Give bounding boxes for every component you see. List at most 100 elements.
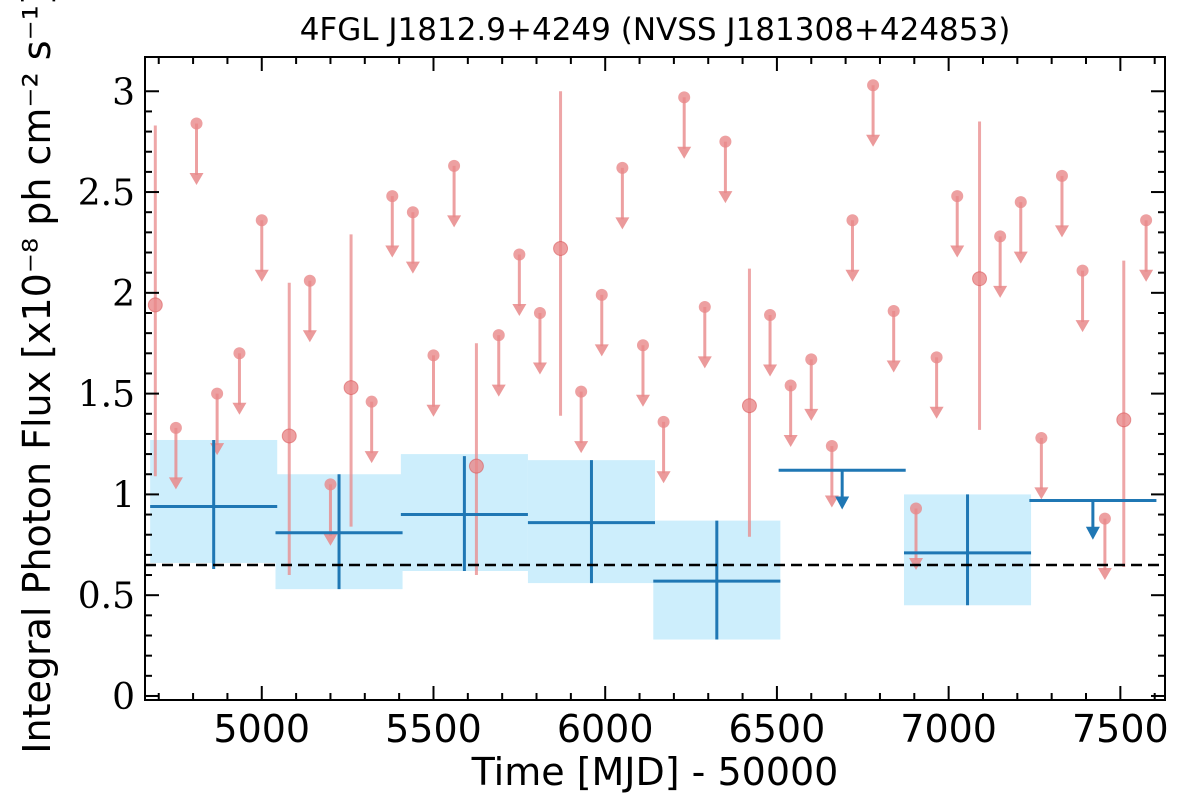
short-bin-detection bbox=[972, 121, 988, 430]
short-bin-detection bbox=[281, 282, 297, 576]
down-arrow bbox=[615, 217, 630, 230]
data-point bbox=[972, 271, 988, 287]
down-arrow bbox=[845, 269, 860, 282]
down-arrow bbox=[950, 245, 965, 258]
short-bin-upper-limit bbox=[594, 288, 609, 357]
down-arrow bbox=[405, 261, 420, 274]
short-bin-upper-limit bbox=[718, 135, 733, 204]
long-bin-detection bbox=[150, 439, 278, 569]
short-bin-upper-limit bbox=[574, 385, 589, 454]
upper-limit-point bbox=[825, 440, 838, 453]
short-bin-upper-limit bbox=[512, 248, 527, 317]
down-arrow bbox=[993, 285, 1008, 298]
upper-limit-point bbox=[427, 349, 440, 362]
short-bin-upper-limit bbox=[783, 379, 798, 448]
down-arrow bbox=[1097, 568, 1112, 581]
down-arrow bbox=[232, 402, 247, 415]
y-tick-label: 1.5 bbox=[78, 375, 135, 416]
upper-limit-point bbox=[719, 135, 732, 148]
short-bin-upper-limit bbox=[189, 117, 204, 185]
upper-limit-point bbox=[784, 379, 797, 392]
down-arrow bbox=[1075, 320, 1090, 333]
upper-limit-point bbox=[595, 288, 608, 301]
short-bin-upper-limit bbox=[993, 230, 1008, 298]
down-arrow bbox=[886, 360, 901, 373]
upper-limit-point bbox=[492, 329, 505, 342]
upper-limit-point bbox=[951, 190, 964, 203]
down-arrow bbox=[532, 362, 547, 375]
down-arrow bbox=[426, 404, 441, 417]
y-tick-label: 0 bbox=[112, 677, 135, 718]
down-arrow bbox=[697, 356, 712, 369]
upper-limit-point bbox=[805, 353, 818, 366]
upper-limit-point bbox=[365, 395, 378, 408]
upper-limit-point bbox=[255, 214, 268, 227]
down-arrow bbox=[189, 172, 204, 185]
x-tick-labels: 5000 5500 6000 6500 7000 7500 bbox=[213, 707, 1168, 751]
down-arrow bbox=[677, 146, 692, 159]
short-bin-upper-limit bbox=[677, 91, 692, 159]
down-arrow bbox=[1013, 251, 1028, 264]
upper-limit-point bbox=[211, 387, 224, 400]
upper-limit-point bbox=[846, 214, 859, 227]
upper-limit-point bbox=[169, 421, 182, 434]
short-bin-upper-limit bbox=[405, 206, 420, 274]
down-arrow bbox=[718, 191, 733, 204]
x-tick-label: 5000 bbox=[213, 707, 310, 751]
short-bin-upper-limit bbox=[491, 329, 506, 397]
upper-limit-point bbox=[303, 274, 316, 287]
short-bin-detection bbox=[1116, 260, 1132, 567]
upper-limit-point bbox=[386, 190, 399, 203]
short-bin-upper-limit bbox=[656, 415, 671, 484]
down-arrow bbox=[866, 134, 881, 147]
long-bin-detection bbox=[400, 456, 528, 571]
down-arrow bbox=[168, 477, 183, 490]
y-tick-label: 2 bbox=[112, 274, 135, 315]
upper-limit-point bbox=[324, 478, 337, 491]
down-arrow bbox=[1054, 225, 1069, 238]
x-axis-label: Time [MJD] - 50000 bbox=[471, 750, 839, 794]
short-bin-upper-limit bbox=[1075, 264, 1090, 333]
chart-title: 4FGL J1812.9+4249 (NVSS J181308+424853) bbox=[300, 12, 1011, 48]
short-bin-upper-limit bbox=[1097, 512, 1112, 581]
long-bin-detection bbox=[903, 494, 1032, 606]
upper-limit-point bbox=[1076, 264, 1089, 277]
upper-limit-point bbox=[636, 339, 649, 352]
upper-limit-point bbox=[930, 351, 943, 364]
upper-limit-point bbox=[1035, 431, 1048, 444]
short-bin-upper-limit bbox=[697, 300, 712, 369]
data-point bbox=[553, 240, 569, 256]
upper-limit-point bbox=[994, 230, 1007, 243]
long-bin-detection bbox=[275, 474, 403, 590]
short-bin-upper-limit bbox=[364, 395, 379, 464]
short-bin-detection bbox=[468, 343, 484, 576]
short-bin-upper-limit bbox=[323, 478, 338, 546]
down-arrow bbox=[512, 304, 527, 317]
down-arrow bbox=[783, 435, 798, 448]
down-arrow bbox=[1139, 269, 1154, 282]
y-tick-label: 3 bbox=[112, 72, 135, 113]
upper-limit-point bbox=[233, 347, 246, 360]
long-bin-detection bbox=[527, 460, 655, 584]
y-tick-labels: 0 0.5 1 1.5 2 2.5 3 bbox=[78, 72, 135, 718]
short-bin-upper-limit bbox=[929, 351, 944, 419]
upper-limit-point bbox=[1055, 169, 1068, 182]
long-bin-detection bbox=[653, 520, 781, 640]
short-bin-upper-limit bbox=[385, 190, 400, 258]
y-axis-label: Integral Photon Flux [x10⁻⁸ ph cm⁻² s⁻¹] bbox=[15, 0, 59, 754]
down-arrow bbox=[635, 394, 650, 407]
axis-ticks bbox=[145, 57, 1165, 700]
data-point bbox=[1116, 412, 1132, 428]
short-bin-upper-limit bbox=[302, 274, 317, 343]
y-tick-label: 2.5 bbox=[78, 173, 135, 214]
short-bin-upper-limit bbox=[426, 349, 441, 417]
short-bin-upper-limit bbox=[168, 421, 183, 490]
upper-limit-point bbox=[867, 79, 880, 92]
upper-limit-point bbox=[1014, 196, 1027, 209]
down-arrow bbox=[656, 471, 671, 484]
down-arrow bbox=[1034, 487, 1049, 500]
short-bin-upper-limit bbox=[804, 353, 819, 421]
x-tick-label: 6000 bbox=[557, 707, 654, 751]
x-tick-label: 7500 bbox=[1072, 707, 1169, 751]
